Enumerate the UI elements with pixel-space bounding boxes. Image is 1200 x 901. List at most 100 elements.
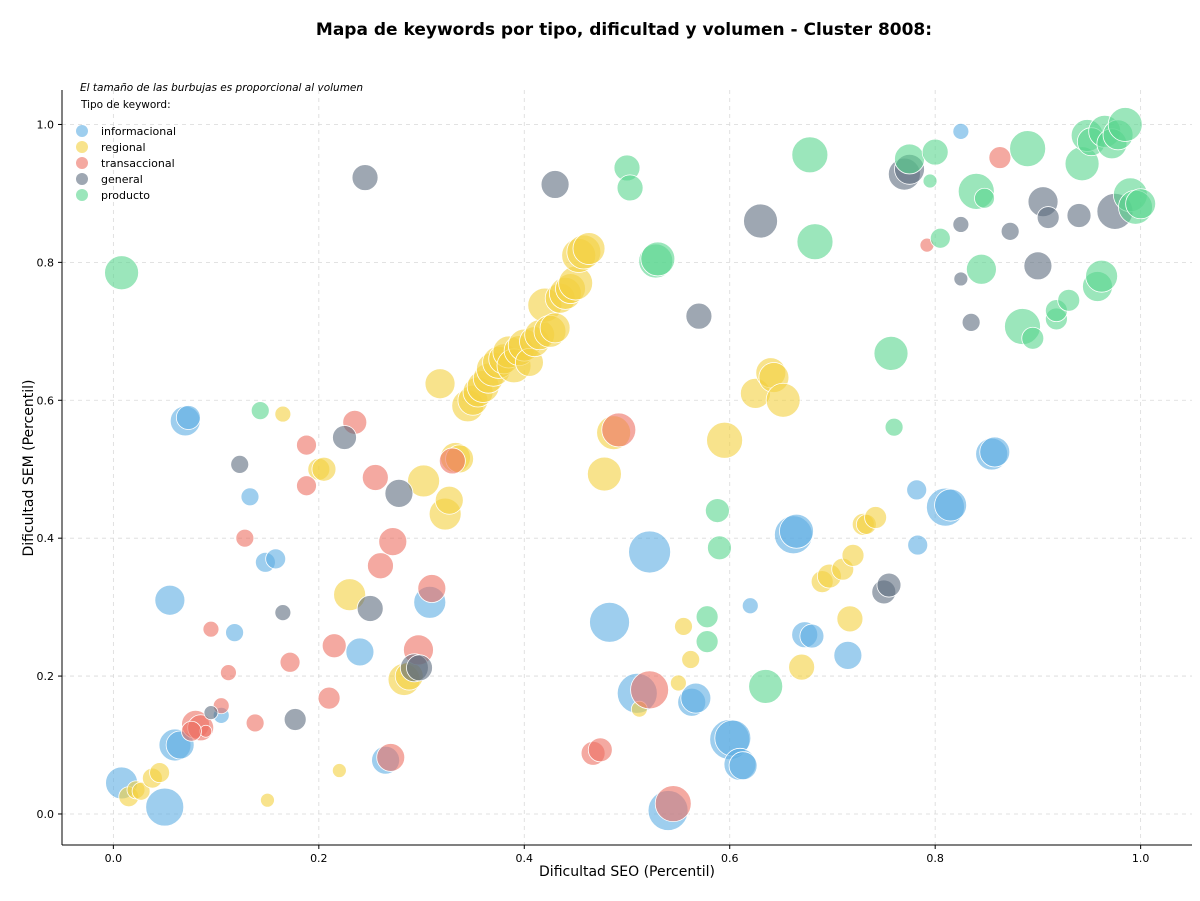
bubble-regional (572, 232, 606, 265)
bubble-regional (765, 382, 801, 418)
bubble-informacional (906, 479, 928, 501)
y-tick-label: 0.6 (37, 394, 55, 407)
bubble-general (1023, 251, 1053, 281)
bubble-transaccional (245, 713, 265, 733)
bubble-transaccional (587, 737, 613, 763)
bubble-regional (424, 368, 456, 400)
bubble-general (952, 216, 970, 233)
bubble-informacional (779, 513, 814, 549)
bubble-informacional (934, 488, 967, 522)
bubble-producto (1125, 188, 1157, 220)
bubble-transaccional (376, 743, 406, 772)
y-tick-label: 1.0 (37, 118, 55, 131)
bubble-producto (922, 173, 938, 189)
bubble-informacional (240, 487, 260, 507)
bubble-regional (149, 762, 170, 784)
bubble-regional (407, 464, 441, 498)
bubble-producto (1107, 107, 1143, 142)
x-axis-label: Dificultad SEO (Percentil) (539, 864, 715, 880)
bubble-producto (748, 669, 784, 704)
series-general (203, 153, 1134, 731)
bubble-transaccional (220, 664, 237, 682)
bubble-producto (791, 136, 829, 174)
bubble-informacional (952, 122, 970, 140)
bubble-general (283, 708, 307, 731)
legend-label-informacional: informacional (101, 125, 176, 138)
x-tick-label: 0.2 (310, 852, 328, 865)
bubble-general (384, 478, 414, 508)
legend-marker-producto (76, 189, 88, 201)
bubble-regional (836, 605, 864, 633)
legend-label-regional: regional (101, 141, 146, 154)
bubble-producto (640, 241, 676, 277)
bubble-producto (705, 498, 730, 523)
bubble-transaccional (601, 412, 637, 448)
bubble-general (351, 164, 379, 191)
bubble-transaccional (988, 146, 1012, 169)
bubble-informacional (345, 637, 375, 667)
bubble-general (876, 572, 902, 598)
bubble-producto (616, 174, 644, 202)
bubble-regional (260, 792, 275, 808)
bubble-transaccional (296, 434, 317, 456)
bubble-transaccional (181, 720, 202, 742)
bubble-producto (1057, 288, 1081, 312)
bubble-transaccional (317, 686, 341, 710)
bubble-regional (674, 617, 693, 636)
bubble-informacional (628, 530, 671, 574)
bubble-general (203, 705, 219, 721)
bubble-producto (250, 401, 270, 421)
bubble-transaccional (630, 670, 669, 710)
bubble-regional (681, 650, 701, 669)
bubble-producto (921, 138, 949, 166)
bubble-regional (311, 456, 337, 482)
bubble-general (332, 425, 357, 450)
bubble-regional (788, 653, 816, 681)
bubble-producto (695, 630, 719, 653)
x-tick-label: 0.4 (516, 852, 534, 865)
bubble-general (953, 271, 969, 287)
bubble-producto (929, 227, 951, 249)
bubble-informacional (799, 623, 825, 649)
y-tick-label: 0.4 (37, 532, 55, 545)
bubble-regional (864, 506, 887, 529)
bubble-transaccional (202, 620, 220, 638)
bubble-producto (695, 605, 719, 629)
bubble-general (540, 170, 570, 199)
bubble-general (356, 595, 384, 622)
legend-label-transaccional: transaccional (101, 157, 175, 170)
x-tick-label: 0.0 (105, 852, 123, 865)
legend: Tipo de keyword: informacional regional tr… (76, 99, 176, 202)
bubble-regional (587, 456, 622, 492)
bubble-informacional (680, 682, 712, 714)
bubble-informacional (907, 534, 929, 556)
bubble-general (1036, 206, 1060, 229)
bubble-informacional (225, 623, 244, 643)
bubble-general (1066, 203, 1092, 228)
bubble-transaccional (438, 447, 466, 475)
bubble-regional (669, 674, 687, 692)
bubble-informacional (175, 405, 201, 430)
x-tick-label: 0.8 (926, 852, 944, 865)
legend-marker-informacional (76, 125, 88, 137)
bubble-transaccional (654, 785, 692, 823)
bubble-size-note: El tamaño de las burbujas es proporciona… (80, 82, 363, 94)
bubble-general (1000, 221, 1020, 241)
bubble-transaccional (296, 475, 317, 497)
bubble-regional (333, 578, 367, 612)
bubble-transaccional (417, 574, 447, 603)
bubble-producto (1085, 259, 1118, 293)
bubble-transaccional (279, 651, 301, 673)
bubble-informacional (589, 601, 630, 643)
chart-title: Mapa de keywords por tipo, dificultad y … (315, 20, 933, 40)
legend-marker-transaccional (76, 157, 88, 169)
bubble-informacional (979, 436, 1011, 468)
bubble-producto (894, 143, 925, 175)
bubble-producto (104, 255, 139, 291)
bubble-transaccional (378, 527, 408, 557)
bubble-informacional (154, 584, 186, 616)
bubble-regional (539, 312, 571, 344)
legend-title: Tipo de keyword: (80, 99, 171, 111)
bubble-general (230, 454, 250, 474)
